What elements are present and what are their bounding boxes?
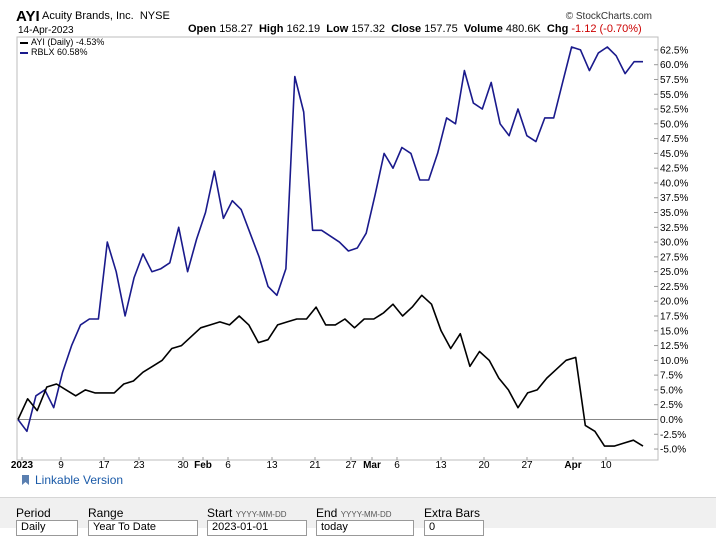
low-value: 157.32 [351, 23, 385, 35]
x-tick-label: 21 [309, 460, 321, 471]
extra-bars-input[interactable]: 0 [424, 520, 484, 536]
x-tick-label: 27 [521, 460, 533, 471]
range-label: Range [88, 506, 124, 520]
close-value: 157.75 [424, 23, 458, 35]
y-tick-label: 10.0% [660, 356, 688, 367]
company-label: Acuity Brands, Inc. [42, 10, 134, 22]
y-tick-label: 20.0% [660, 297, 688, 308]
x-tick-label: 20 [478, 460, 490, 471]
end-label-text: End [316, 506, 338, 520]
rblx-series-line [17, 46, 643, 433]
exchange-label: NYSE [139, 10, 170, 22]
x-tick-label: 2023 [11, 460, 34, 471]
y-tick-label: 32.5% [660, 223, 688, 234]
close-label: Close [391, 23, 422, 35]
high-label: High [258, 23, 284, 35]
y-tick-label: 7.5% [660, 371, 683, 382]
chg-label: Chg [546, 23, 569, 35]
start-hint: YYYY-MM-DD [235, 510, 287, 519]
legend-item-rblx: RBLX 60.58% [20, 47, 104, 57]
legend: AYI (Daily) -4.53% RBLX 60.58% [20, 37, 104, 57]
ayi-series-line [17, 294, 644, 447]
price-stats: Open 158.27 High 162.19 Low 157.32 Close… [188, 23, 642, 35]
x-tick-label: 17 [98, 460, 110, 471]
bookmark-icon [22, 475, 29, 485]
x-tick-label: 13 [266, 460, 278, 471]
x-tick-label: 23 [133, 460, 145, 471]
end-date-input[interactable]: today [316, 520, 414, 536]
x-tick-label: 9 [58, 460, 64, 471]
y-tick-label: 30.0% [660, 238, 688, 249]
start-label-text: Start [207, 506, 233, 520]
y-tick-label: 37.5% [660, 193, 688, 204]
y-tick-label: 27.5% [660, 252, 688, 263]
y-tick-label: 5.0% [660, 385, 683, 396]
legend-swatch-rblx [20, 51, 28, 54]
volume-label: Volume [463, 23, 503, 35]
y-tick-label: -5.0% [660, 445, 686, 456]
y-tick-label: 62.5% [660, 45, 688, 56]
period-label: Period [16, 506, 51, 520]
x-axis: 2023 9 17 23 30 Feb 6 13 21 27 Mar 6 13 20 27 Apr 10 [11, 457, 612, 471]
y-tick-label: 60.0% [660, 60, 688, 71]
y-tick-label: 17.5% [660, 312, 688, 323]
y-axis: 62.5% 60.0% 57.5% 55.0% 52.5% 50.0% 47.5% 45.0%… [654, 45, 688, 456]
range-select[interactable]: Year To Date [88, 520, 198, 536]
y-tick-label: 25.0% [660, 267, 688, 278]
open-value: 158.27 [219, 23, 253, 35]
y-tick-label: 40.0% [660, 178, 688, 189]
y-tick-label: 52.5% [660, 105, 688, 116]
ticker-symbol: AYI [16, 8, 40, 25]
x-tick-label: Apr [564, 460, 581, 471]
volume-value: 480.6K [505, 23, 541, 35]
chart: 2023 9 17 23 30 Feb 6 13 21 27 Mar 6 13 20 27 Apr 10 62.… [11, 36, 688, 471]
chart-date: 14-Apr-2023 [18, 25, 74, 36]
high-value: 162.19 [286, 23, 321, 35]
x-tick-label: Feb [194, 460, 212, 471]
chg-value: -1.12 (-0.70%) [571, 23, 642, 35]
x-tick-label: 6 [394, 460, 400, 471]
open-label: Open [188, 23, 217, 35]
period-select[interactable]: Daily [16, 520, 78, 536]
y-tick-label: 22.5% [660, 282, 688, 293]
extra-bars-label: Extra Bars [424, 506, 481, 520]
low-label: Low [326, 23, 349, 35]
legend-item-ayi: AYI (Daily) -4.53% [20, 37, 104, 47]
y-tick-label: 0.0% [660, 415, 683, 426]
brand-label: © StockCharts.com [565, 11, 652, 22]
linkable-version-label: Linkable Version [35, 473, 124, 487]
y-tick-label: 47.5% [660, 134, 688, 145]
x-tick-label: 6 [225, 460, 231, 471]
legend-label-ayi: AYI (Daily) -4.53% [31, 37, 105, 47]
y-tick-label: 57.5% [660, 75, 688, 86]
x-tick-label: 10 [600, 460, 612, 471]
plot-area [16, 36, 659, 461]
end-hint: YYYY-MM-DD [340, 510, 392, 519]
start-label: Start YYYY-MM-DD [207, 506, 287, 520]
x-tick-label: 13 [435, 460, 447, 471]
legend-label-rblx: RBLX 60.58% [31, 47, 88, 57]
legend-swatch-ayi [20, 41, 28, 44]
x-tick-label: 30 [177, 460, 189, 471]
y-tick-label: 2.5% [660, 400, 683, 411]
y-tick-label: 42.5% [660, 164, 688, 175]
y-tick-label: -2.5% [660, 430, 686, 441]
y-tick-label: 35.0% [660, 208, 688, 219]
linkable-version-link[interactable]: Linkable Version [22, 473, 123, 487]
y-tick-label: 55.0% [660, 90, 688, 101]
x-tick-label: 27 [345, 460, 357, 471]
start-date-input[interactable]: 2023-01-01 [207, 520, 307, 536]
y-tick-label: 50.0% [660, 119, 688, 130]
y-tick-label: 45.0% [660, 149, 688, 160]
company-name: Acuity Brands, Inc. NYSE [42, 10, 170, 22]
end-label: End YYYY-MM-DD [316, 506, 392, 520]
y-tick-label: 12.5% [660, 341, 688, 352]
chart-controls: Period Daily Range Year To Date Start YY… [0, 497, 716, 536]
x-tick-label: Mar [363, 460, 381, 471]
y-tick-label: 15.0% [660, 326, 688, 337]
